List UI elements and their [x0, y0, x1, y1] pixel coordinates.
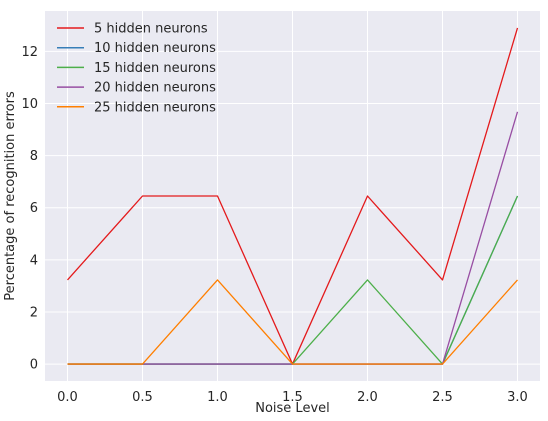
x-tick-label: 2.0: [357, 390, 378, 405]
legend-label: 20 hidden neurons: [94, 81, 216, 96]
y-tick-label: 4: [30, 253, 38, 268]
x-axis-ticks: 0.0 0.5 1.0 1.5 2.0 2.5 3.0: [57, 390, 528, 405]
legend-label: 25 hidden neurons: [94, 100, 216, 115]
y-axis-ticks: 0 2 4 6 8 10 12: [21, 45, 38, 373]
legend-label: 10 hidden neurons: [94, 41, 216, 56]
y-tick-label: 0: [30, 358, 38, 373]
x-tick-label: 3.0: [507, 390, 528, 405]
x-tick-label: 0.5: [132, 390, 153, 405]
x-tick-label: 1.5: [282, 390, 303, 405]
x-tick-label: 2.5: [432, 390, 453, 405]
y-tick-label: 6: [30, 201, 38, 216]
y-tick-label: 12: [21, 45, 38, 60]
x-tick-label: 1.0: [207, 390, 228, 405]
x-tick-label: 0.0: [57, 390, 78, 405]
legend-label: 15 hidden neurons: [94, 61, 216, 76]
y-axis-label: Percentage of recognition errors: [3, 91, 18, 301]
x-axis-label: Noise Level: [255, 401, 330, 416]
series-line-5: [67, 279, 518, 365]
series-lines: [67, 27, 519, 365]
y-tick-label: 10: [21, 97, 38, 112]
legend-label: 5 hidden neurons: [94, 22, 208, 37]
y-tick-label: 2: [30, 305, 38, 320]
y-tick-label: 8: [30, 149, 38, 164]
legend: 5 hidden neurons 10 hidden neurons 15 hidd…: [57, 22, 216, 115]
